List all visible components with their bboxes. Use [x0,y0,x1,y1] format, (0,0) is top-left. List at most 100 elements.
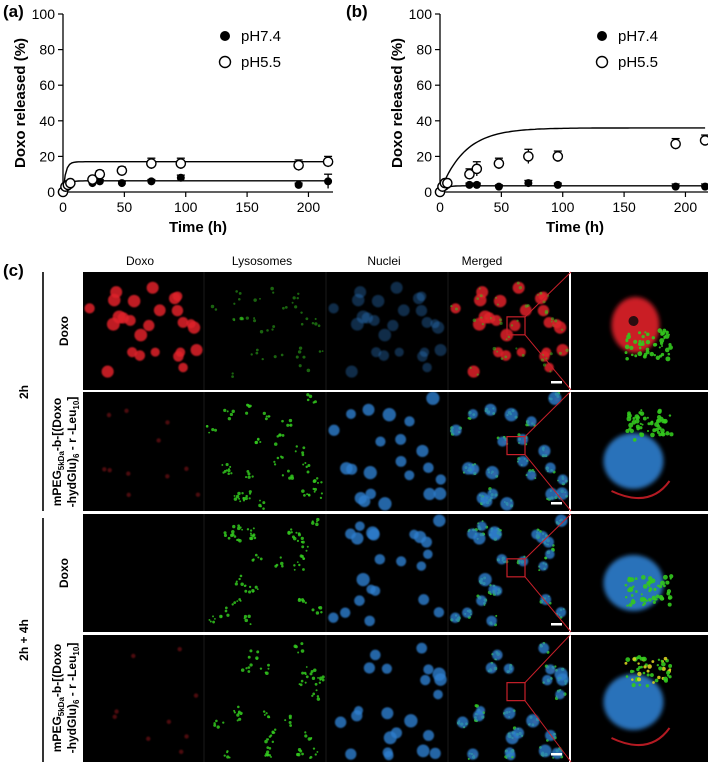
lysosome-signal [249,649,253,653]
lysosome-signal [249,529,253,532]
nucleus-signal [450,424,462,436]
lysosome-signal [542,363,547,367]
row-label-poly-4h-line2: -hydGlu)6 - r -Leu10] [65,643,81,754]
lysosome-signal [245,667,248,670]
data-point-pH5.5 [87,174,98,185]
lysosome-signal [230,533,234,538]
nucleus-signal [476,595,487,606]
lysosome-signal [244,618,249,623]
nucleus-signal [356,572,370,587]
data-point-pH5.5 [116,165,128,176]
nucleus-signal [434,673,447,686]
lysosome-signal [312,692,316,696]
magnification-box [506,682,526,702]
lysosome-signal [496,303,499,306]
lysosome-signal [245,411,249,415]
zoom-lysosome [655,355,660,360]
scale-bar [551,502,562,505]
lysosome-signal [256,588,259,591]
zoom-lysosome [663,335,666,339]
lysosome-signal [249,663,253,667]
lysosome-signal [223,408,227,412]
lysosome-signal [305,317,309,321]
lysosome-signal [268,754,272,757]
nucleus-signal [421,316,433,328]
lysosome-signal [499,321,503,325]
lysosome-signal [539,291,543,295]
lysosome-signal [248,490,252,494]
lysosome-signal [267,663,270,667]
lysosome-signal [312,487,315,491]
lysosome-signal [269,734,273,737]
data-point-pH7.4 [294,180,303,189]
lysosome-signal [492,346,497,351]
lysosome-signal [321,675,325,679]
lysosome-signal [304,601,307,604]
fit-curve-pH5.5 [62,161,329,193]
lysosome-signal [262,507,265,510]
lysosome-signal [254,440,259,445]
doxo-signal [107,468,112,473]
lysosome-signal [316,695,320,698]
nucleus-signal [531,529,541,540]
zoom-lysosome [644,598,647,602]
zoom-lysosome [660,659,663,663]
y-tick-label: 100 [32,6,56,22]
lysosome-signal [252,533,256,537]
zoom-lysosome [642,656,647,662]
nucleus-signal [423,729,435,741]
magnification-box [506,436,526,456]
zoom-lysosome [650,420,654,424]
lysosome-signal [296,539,300,543]
lysosome-signal [226,410,229,413]
nucleus-signal [473,710,485,722]
zoom-lysosome [637,655,642,660]
zoom-lysosome [657,328,663,333]
zoom-lysosome [638,411,642,415]
lysosome-signal [206,424,209,427]
lysosome-signal [254,585,258,589]
lysosome-signal [307,464,311,468]
fit-curve-pH5.5 [439,127,706,193]
lysosome-signal [238,291,242,295]
nucleus-signal [409,529,419,540]
data-point-pH7.4 [465,180,474,189]
zoom-lysosome [630,599,636,605]
lysosome-signal [258,503,262,508]
nucleus-signal [487,488,498,500]
lysosome-signal [210,304,215,309]
nucleus-signal [468,409,478,419]
x-axis-title: Time (h) [546,219,604,236]
lysosome-signal [292,296,296,300]
data-point-pH5.5 [493,158,505,169]
lysosome-signal [495,614,498,617]
lysosome-signal [312,747,316,750]
zoom-lysosome [637,331,642,335]
zoom-lysosome [663,656,668,661]
lysosome-signal [450,304,453,308]
nucleus-signal [362,403,375,416]
nucleus-signal [555,607,567,618]
lysosome-signal [246,403,249,407]
doxo-signal [177,316,189,328]
lysosome-signal [238,577,241,581]
nucleus-signal [354,595,365,606]
lysosome-signal [259,557,263,561]
nucleus-signal [370,585,381,596]
y-tick-label: 0 [47,184,55,200]
nucleus-signal [517,455,529,467]
lysosome-signal [299,683,303,687]
doxo-signal [126,471,131,476]
zoom-lysosome [638,683,642,687]
lysosome-signal [249,536,253,541]
lysosome-signal [284,719,287,722]
lysosome-signal [281,419,284,423]
lysosome-signal [302,568,305,571]
nucleus-signal [365,488,376,500]
lysosome-signal [240,582,244,586]
lysosome-signal [259,667,263,670]
time-group-2h-4h: 2h + 4h [17,619,31,661]
lysosome-signal [239,316,244,321]
nucleus-signal [433,607,445,618]
lysosome-signal [298,364,302,368]
